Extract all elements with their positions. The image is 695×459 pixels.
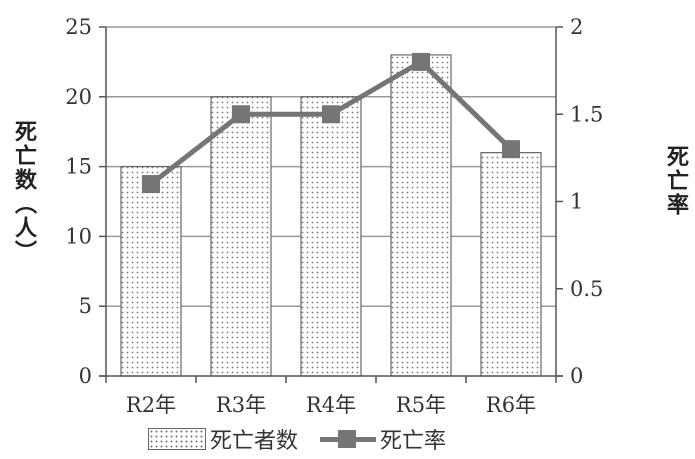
category-label: R5年: [396, 393, 446, 417]
y-axis-right-label: 死亡率: [663, 145, 688, 217]
tick-label-right: 2: [570, 15, 583, 39]
rate-marker: [232, 105, 250, 124]
bar: [300, 96, 362, 377]
legend: 死亡者数 死亡率: [148, 424, 468, 454]
tick-label-right: 0: [570, 364, 583, 388]
bar: [120, 166, 182, 377]
tick-label-right: 0.5: [570, 277, 603, 301]
death-rate-line: [142, 52, 520, 194]
category-label: R2年: [126, 393, 176, 417]
tick-label-left: 0: [79, 364, 92, 388]
bar: [390, 54, 452, 377]
tick-label-right: 1.5: [570, 102, 603, 126]
tick-label-left: 5: [79, 294, 92, 318]
bar: [210, 96, 272, 377]
rate-marker: [412, 52, 430, 71]
legend-item-deaths: 死亡者数: [148, 423, 298, 455]
legend-label-deaths: 死亡者数: [210, 429, 299, 454]
rate-marker: [322, 105, 340, 124]
tick-label-left: 25: [65, 15, 92, 39]
legend-swatch-line: [320, 429, 377, 449]
legend-swatch-dotted: [148, 428, 206, 450]
rate-marker: [142, 175, 160, 194]
tick-label-left: 20: [65, 85, 92, 109]
bars: [120, 54, 542, 377]
axes: [99, 26, 563, 383]
rate-marker: [502, 140, 520, 159]
bar: [480, 152, 542, 377]
legend-label-rate: 死亡率: [380, 429, 447, 454]
tick-label-right: 1: [570, 190, 583, 214]
legend-item-rate: 死亡率: [320, 423, 446, 455]
category-label: R3年: [216, 393, 266, 417]
category-label: R6年: [486, 393, 536, 417]
category-label: R4年: [306, 393, 356, 417]
tick-label-left: 15: [65, 155, 92, 179]
tick-labels: 0 5 10 15 20 25 0 0.5 1 1.5 2 R2年 R3年 R4年 R5年 R6年: [65, 15, 603, 417]
y-axis-left-label: 死亡数（人）: [11, 120, 36, 264]
tick-label-left: 10: [65, 224, 92, 248]
